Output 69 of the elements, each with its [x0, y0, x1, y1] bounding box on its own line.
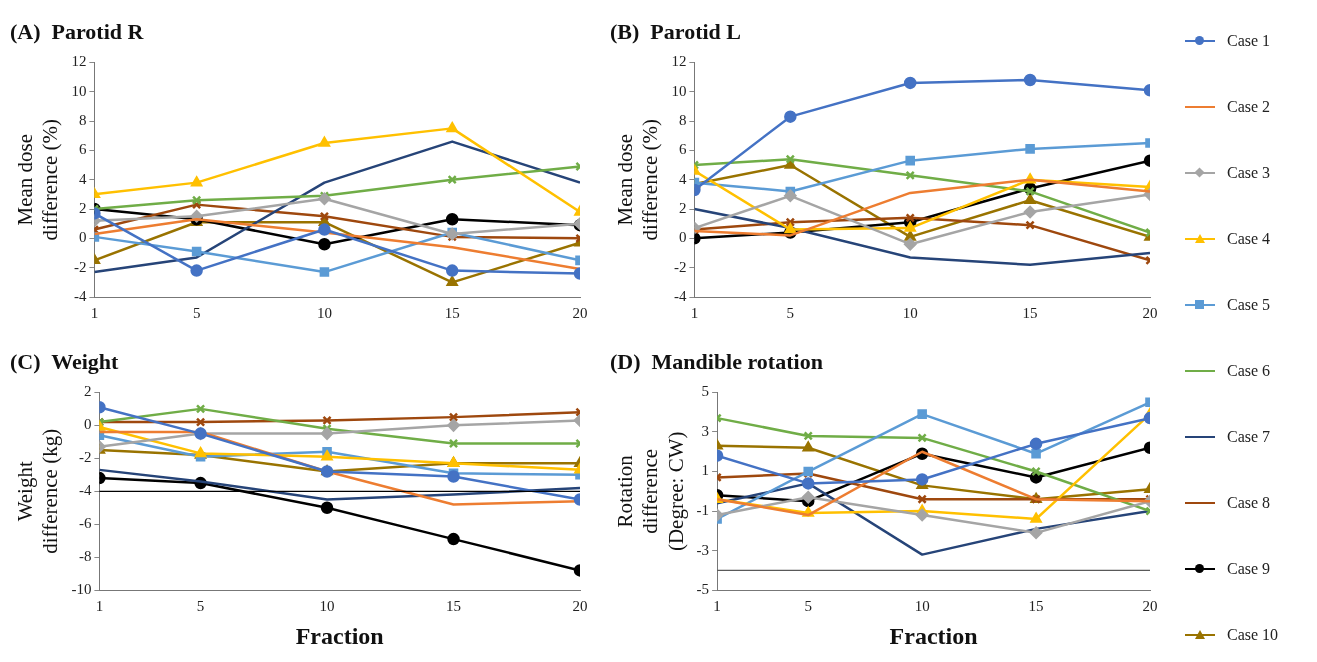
x-axis-title: Fraction — [889, 622, 978, 649]
legend-label: Case 4 — [1227, 230, 1271, 248]
x-tick-label: 5 — [804, 598, 812, 615]
x-tick-label: 15 — [446, 598, 462, 615]
legend-label: Case 1 — [1227, 32, 1271, 50]
x-tick-label: 15 — [444, 304, 460, 321]
y-tick-label: 10 — [671, 82, 687, 99]
y-tick-label: 8 — [678, 111, 687, 128]
y-axis-title: Rotation difference (Degree: CW) — [613, 431, 688, 552]
chart-title: (B) Parotid L — [610, 18, 741, 44]
y-tick-label: 8 — [78, 111, 87, 128]
legend-label: Case 9 — [1227, 560, 1271, 578]
x-tick-label: 1 — [95, 598, 104, 615]
legend-label: Case 3 — [1227, 164, 1271, 182]
chart-title: (D) Mandible rotation — [610, 348, 823, 374]
legend-label: Case 8 — [1227, 494, 1271, 512]
legend-label: Case 10 — [1227, 626, 1279, 644]
legend-label: Case 7 — [1227, 428, 1271, 446]
y-tick-label: 0 — [678, 229, 687, 246]
y-tick-label: -10 — [71, 581, 92, 598]
y-axis-title: Mean dose difference (%) — [613, 118, 663, 241]
x-tick-label: 5 — [786, 304, 795, 321]
x-tick-label: 10 — [316, 304, 332, 321]
y-axis-title: Weight difference (kg) — [13, 428, 63, 554]
y-tick-label: -2 — [78, 449, 92, 466]
x-tick-label: 1 — [713, 598, 721, 615]
y-tick-label: 6 — [678, 141, 687, 158]
y-tick-label: -1 — [696, 502, 710, 519]
y-tick-label: 10 — [71, 82, 87, 99]
legend-label: Case 2 — [1227, 98, 1271, 116]
y-tick-label: 6 — [78, 141, 87, 158]
y-tick-label: -6 — [78, 515, 92, 532]
x-tick-label: 20 — [572, 304, 588, 321]
y-tick-label: 4 — [678, 170, 687, 187]
y-tick-label: 4 — [78, 170, 87, 187]
y-tick-label: -2 — [73, 258, 87, 275]
y-tick-label: 2 — [678, 199, 687, 216]
legend-label: Case 6 — [1227, 362, 1271, 380]
y-tick-label: -3 — [696, 541, 710, 558]
x-axis-title: Fraction — [295, 622, 384, 649]
y-tick-label: 12 — [71, 53, 87, 70]
x-tick-label: 10 — [902, 304, 918, 321]
y-tick-label: -4 — [78, 482, 92, 499]
y-tick-label: 1 — [701, 462, 710, 479]
x-tick-label: 5 — [196, 598, 205, 615]
y-tick-label: 2 — [78, 199, 87, 216]
y-axis-title: Mean dose difference (%) — [13, 118, 63, 241]
chart-title: (A) Parotid R — [10, 18, 145, 44]
y-tick-label: -5 — [696, 581, 710, 598]
x-tick-label: 15 — [1028, 598, 1044, 615]
x-tick-label: 5 — [192, 304, 201, 321]
y-tick-label: 12 — [671, 53, 687, 70]
x-tick-label: 10 — [319, 598, 335, 615]
y-tick-label: -4 — [73, 287, 87, 304]
x-tick-label: 20 — [1142, 598, 1158, 615]
legend-label: Case 5 — [1227, 296, 1271, 314]
y-tick-label: -8 — [78, 548, 92, 565]
y-tick-label: 3 — [701, 422, 710, 439]
x-tick-label: 20 — [1142, 304, 1158, 321]
y-tick-label: -4 — [673, 287, 687, 304]
y-tick-label: 2 — [83, 383, 92, 400]
x-tick-label: 15 — [1022, 304, 1038, 321]
y-tick-label: -2 — [673, 258, 687, 275]
y-tick-label: 0 — [78, 229, 87, 246]
y-tick-label: 0 — [83, 416, 92, 433]
chart-title: (C) Weight — [10, 348, 120, 374]
y-tick-label: 5 — [701, 383, 710, 400]
x-tick-label: 10 — [914, 598, 930, 615]
x-tick-label: 20 — [572, 598, 588, 615]
